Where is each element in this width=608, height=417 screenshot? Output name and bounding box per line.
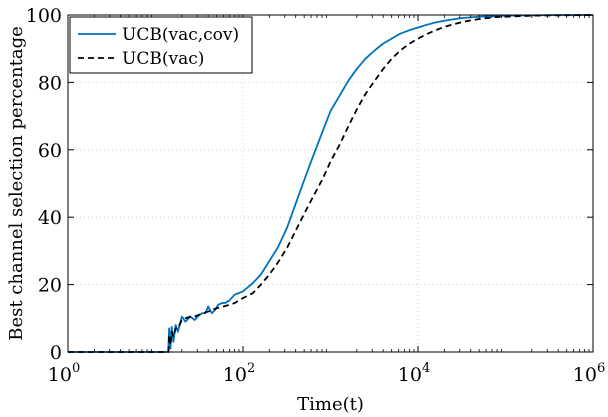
y-tick-label: 100 [26, 5, 62, 27]
y-tick-label: 0 [50, 342, 62, 364]
x-tick-label: 102 [223, 361, 255, 386]
legend-label-ucb-vac-cov: UCB(vac,cov) [122, 25, 239, 45]
series-line-ucb-vac-cov [68, 14, 593, 353]
legend-box [69, 16, 253, 74]
y-axis-title: Best channel selection percentage [6, 26, 27, 341]
tick-labels: 100 102 104 106 0 20 40 60 80 100 [26, 5, 606, 386]
series-line-ucb-vac [68, 14, 594, 353]
y-tick-label: 60 [38, 140, 62, 162]
y-tick-label: 80 [38, 72, 62, 94]
series-lines [68, 14, 594, 353]
y-tick-label: 40 [38, 207, 62, 229]
x-axis-title: Time(t) [297, 394, 364, 415]
x-tick-label: 106 [573, 361, 605, 386]
axes-frame [67, 14, 594, 353]
legend: UCB(vac,cov) UCB(vac) [69, 16, 253, 74]
y-tick-label: 20 [38, 275, 62, 297]
legend-label-ucb-vac: UCB(vac) [122, 49, 204, 69]
x-tick-label: 100 [48, 361, 80, 386]
x-tick-label: 104 [398, 361, 430, 386]
